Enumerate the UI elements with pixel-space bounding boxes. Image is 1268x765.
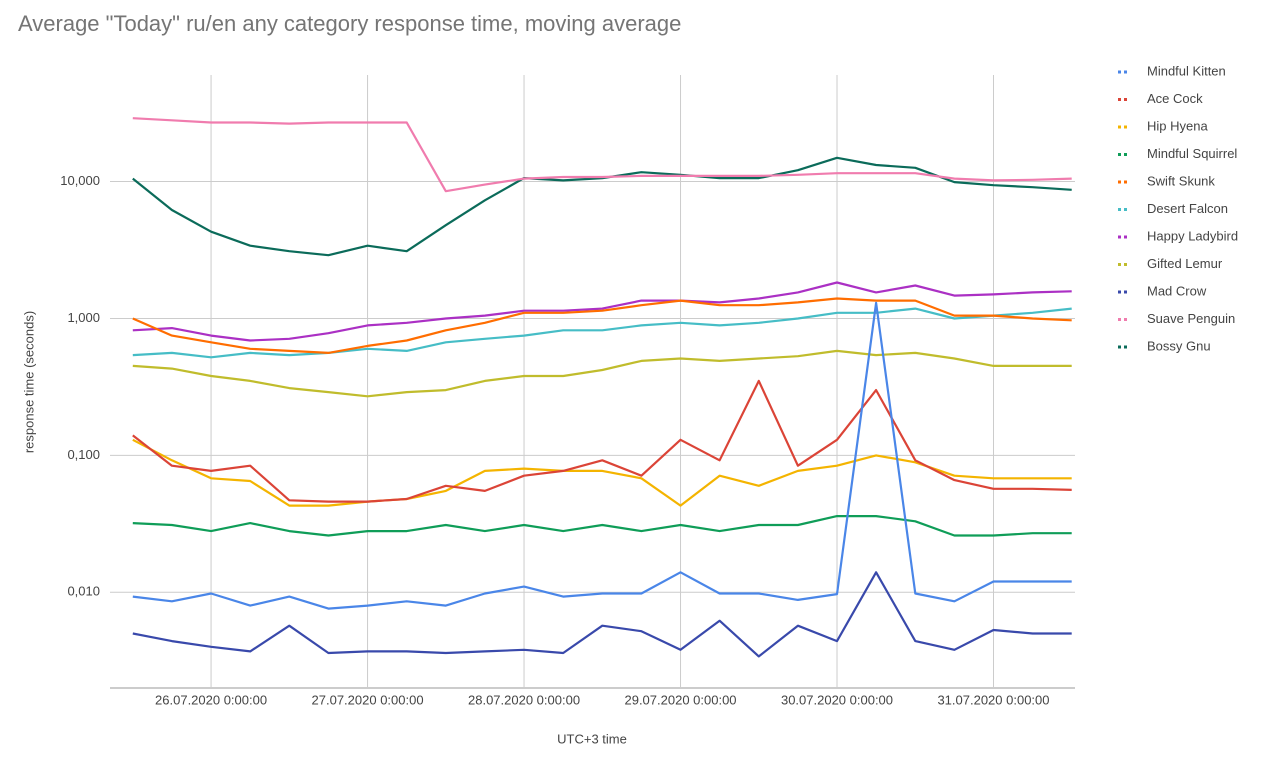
legend-item: Happy Ladybird (1118, 228, 1238, 243)
legend-item: Mad Crow (1118, 283, 1207, 298)
legend-item: Suave Penguin (1118, 311, 1235, 326)
x-tick-label: 26.07.2020 0:00:00 (155, 692, 267, 707)
x-tick-label: 30.07.2020 0:00:00 (781, 692, 893, 707)
series-line (132, 438, 1072, 507)
series-line (132, 514, 1072, 537)
legend-item: Mindful Squirrel (1118, 146, 1237, 161)
series-line (132, 571, 1072, 658)
legend-label: Happy Ladybird (1147, 228, 1238, 243)
y-tick-label: 1,000 (67, 310, 100, 325)
legend-label: Mindful Kitten (1147, 63, 1226, 78)
series-line (132, 379, 1072, 503)
y-tick-label: 10,000 (60, 173, 100, 188)
series-line (132, 281, 1072, 342)
legend-label: Suave Penguin (1147, 311, 1235, 326)
y-tick-label: 0,100 (67, 447, 100, 462)
legend-label: Ace Cock (1147, 91, 1203, 106)
legend-item: Desert Falcon (1118, 201, 1228, 216)
legend-label: Swift Skunk (1147, 173, 1215, 188)
series-line (132, 301, 1072, 610)
chart-title: Average "Today" ru/en any category respo… (18, 11, 681, 36)
series-line (132, 156, 1072, 257)
series-line (132, 117, 1072, 193)
series-line (132, 307, 1072, 359)
legend-item: Swift Skunk (1118, 173, 1215, 188)
series-line (132, 297, 1072, 354)
grid (110, 75, 1075, 688)
legend-item: Mindful Kitten (1118, 63, 1226, 78)
legend-label: Mindful Squirrel (1147, 146, 1237, 161)
legend-item: Ace Cock (1118, 91, 1203, 106)
x-tick-label: 28.07.2020 0:00:00 (468, 692, 580, 707)
y-axis-label: response time (seconds) (21, 311, 36, 453)
legend-label: Hip Hyena (1147, 118, 1208, 133)
x-axis-label: UTC+3 time (557, 731, 627, 746)
series-line (132, 349, 1072, 398)
legend-label: Desert Falcon (1147, 201, 1228, 216)
legend-item: Hip Hyena (1118, 118, 1208, 133)
x-tick-label: 27.07.2020 0:00:00 (312, 692, 424, 707)
x-tick-label: 29.07.2020 0:00:00 (624, 692, 736, 707)
legend-label: Mad Crow (1147, 283, 1207, 298)
legend-label: Bossy Gnu (1147, 338, 1211, 353)
legend-item: Bossy Gnu (1118, 338, 1211, 353)
x-tick-label: 31.07.2020 0:00:00 (937, 692, 1049, 707)
legend-item: Gifted Lemur (1118, 256, 1223, 271)
legend-label: Gifted Lemur (1147, 256, 1223, 271)
y-tick-label: 0,010 (67, 584, 100, 599)
